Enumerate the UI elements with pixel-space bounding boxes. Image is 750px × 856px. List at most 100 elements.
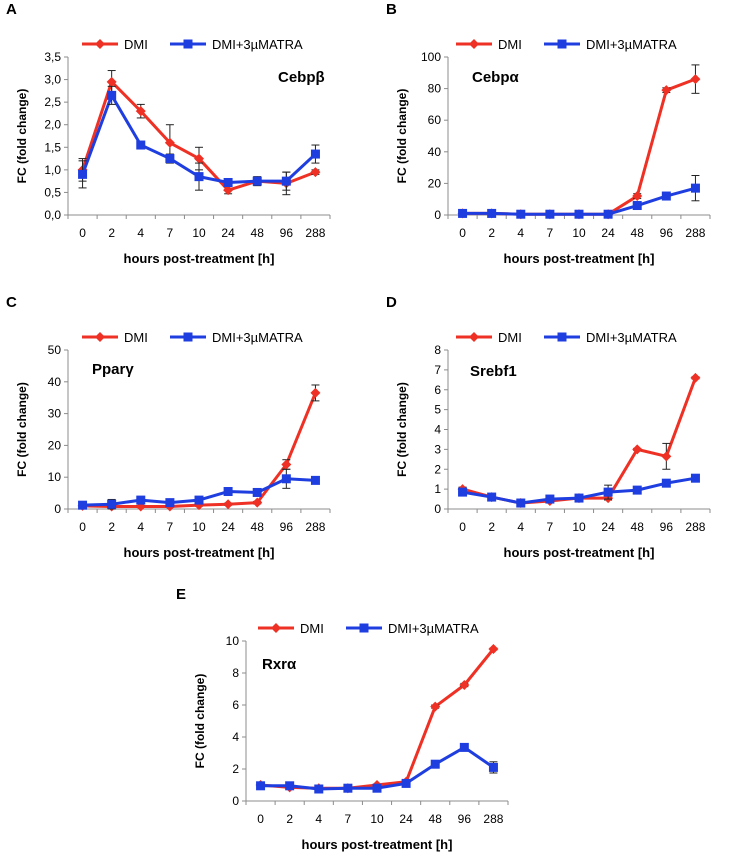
x-tick-label: 4 [517,520,524,534]
x-tick-label: 4 [315,812,322,826]
data-point-atra [252,176,262,186]
legend-marker-dmi [469,332,479,342]
x-tick-label: 7 [547,520,554,534]
x-tick-label: 4 [517,226,524,240]
data-point-atra [516,209,526,219]
data-point-dmi [430,701,441,712]
legend-marker-atra [183,332,193,342]
panel-letter: D [386,294,397,311]
series-line-dmi [82,392,317,508]
data-point-atra [574,493,584,503]
series-atra [78,468,320,510]
y-tick-label: 100 [421,50,441,64]
data-point-dmi [632,191,643,202]
x-tick-label: 24 [399,812,413,826]
x-tick-label: 10 [192,520,206,534]
series-atra [78,85,320,191]
data-point-dmi [310,387,321,398]
y-tick-label: 2,5 [44,95,61,109]
data-point-atra [488,762,498,772]
legend-marker-atra [359,623,369,633]
y-tick-label: 4 [434,423,441,437]
x-tick-label: 48 [251,226,265,240]
data-point-atra [165,498,175,508]
data-point-dmi [632,444,643,455]
data-point-atra [632,485,642,495]
y-tick-label: 6 [434,383,441,397]
legend: DMI DMI+3µMATRA [456,330,677,345]
x-tick-label: 48 [631,520,645,534]
x-tick-label: 24 [601,520,615,534]
x-tick-label: 0 [459,520,466,534]
legend: DMI DMI+3µMATRA [258,621,479,636]
y-axis-title: FC (fold change) [15,382,29,477]
x-tick-label: 24 [221,226,235,240]
data-point-dmi [690,372,701,383]
data-point-atra [165,154,175,164]
data-point-atra [343,783,353,793]
y-axis-title: FC (fold change) [15,89,29,184]
data-point-atra [458,208,468,218]
x-axis-title: hours post-treatment [h] [504,251,655,266]
legend-marker-dmi [95,332,105,342]
x-axis-title: hours post-treatment [h] [124,251,275,266]
y-tick-label: 3 [434,442,441,456]
legend-marker-dmi [469,39,479,49]
data-point-dmi [106,76,117,87]
gene-title: Cebpα [472,69,520,86]
series-atra [458,175,700,219]
data-point-atra [487,208,497,218]
y-tick-label: 8 [434,343,441,357]
x-tick-label: 0 [257,812,264,826]
x-tick-label: 2 [488,226,495,240]
data-point-atra [603,209,613,219]
x-tick-label: 4 [137,520,144,534]
data-point-atra [78,169,88,179]
data-point-dmi [135,106,146,117]
y-tick-label: 40 [428,145,442,159]
y-tick-label: 1,5 [44,140,61,154]
data-point-atra [487,492,497,502]
x-tick-label: 288 [483,812,503,826]
y-tick-label: 0 [54,502,61,516]
x-tick-label: 2 [488,520,495,534]
legend: DMI DMI+3µMATRA [456,37,677,52]
gene-title: Rxrα [262,656,297,673]
data-point-dmi [223,185,234,196]
data-point-atra [107,90,117,100]
legend-label-dmi: DMI [498,330,522,345]
data-point-atra [661,478,671,488]
legend-marker-dmi [95,39,105,49]
data-point-atra [545,209,555,219]
x-tick-label: 2 [108,226,115,240]
legend-label-atra: DMI+3µMATRA [388,621,479,636]
data-point-atra [459,742,469,752]
data-point-atra [223,487,233,497]
data-point-atra [310,149,320,159]
x-tick-label: 96 [660,520,674,534]
x-tick-label: 7 [167,226,174,240]
legend-label-dmi: DMI [498,37,522,52]
x-tick-label: 288 [685,520,705,534]
data-point-dmi [690,74,701,85]
y-axis-title: FC (fold change) [395,89,409,184]
data-point-dmi [164,137,175,148]
y-tick-label: 0 [434,208,441,222]
series-line-dmi [462,77,696,216]
x-tick-label: 96 [458,812,472,826]
x-tick-label: 96 [660,226,674,240]
panel-letter: B [386,1,397,18]
y-tick-label: 7 [434,363,441,377]
x-tick-label: 24 [601,226,615,240]
data-point-atra [690,183,700,193]
x-tick-label: 48 [429,812,443,826]
y-tick-label: 5 [434,403,441,417]
y-tick-label: 2 [434,462,441,476]
x-tick-label: 288 [305,226,325,240]
legend-marker-atra [557,39,567,49]
y-tick-label: 80 [428,82,442,96]
x-tick-label: 10 [192,226,206,240]
